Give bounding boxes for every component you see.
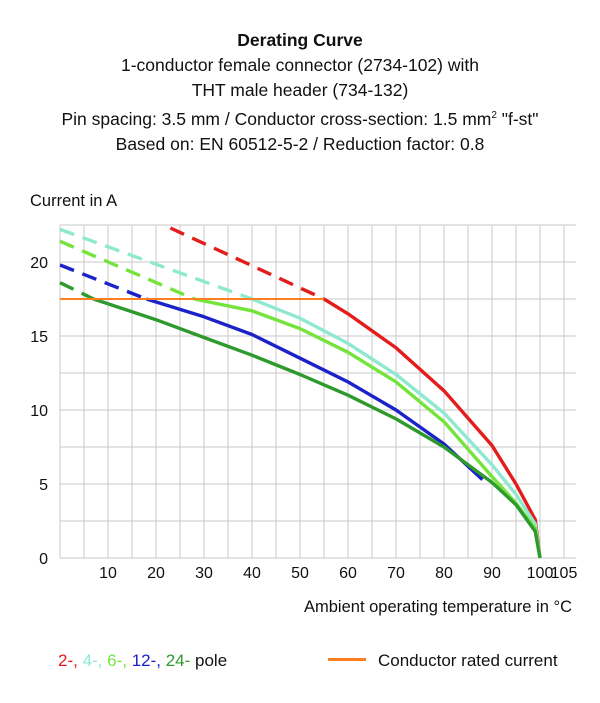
- curve-24-pole: [93, 297, 542, 559]
- superscript-2: 2: [491, 110, 497, 121]
- legend-pole-entry: pole: [190, 651, 228, 670]
- curve-6-pole: [194, 297, 542, 559]
- chart-subtitle-line-2: THT male header (734-132): [191, 80, 409, 100]
- curve-4-pole-dashed: [59, 227, 253, 301]
- y-tick-label: 10: [30, 403, 48, 420]
- curve-12-pole-dashed: [59, 263, 148, 301]
- rated-current-legend: Conductor rated current: [328, 651, 558, 671]
- curve-2-pole-dashed: [169, 226, 325, 301]
- rated-current-label: Conductor rated current: [378, 651, 558, 670]
- chart-subtitle-line-3: Pin spacing: 3.5 mm / Conductor cross-se…: [0, 103, 600, 132]
- chart-subtitle-line-1: 1-conductor female connector (2734-102) …: [121, 55, 479, 75]
- conductor-type-text: "f-st": [496, 108, 539, 129]
- chart-title-block: Derating Curve 1-conductor female connec…: [0, 28, 600, 157]
- x-tick-label: 105: [551, 565, 578, 582]
- x-tick-label: 10: [99, 565, 117, 582]
- x-tick-label: 60: [339, 565, 357, 582]
- pin-spacing-text: Pin spacing: 3.5 mm / Conductor cross-se…: [61, 108, 492, 129]
- y-tick-label: 15: [30, 329, 48, 346]
- curve-12-pole: [145, 297, 484, 481]
- x-tick-label: 20: [147, 565, 165, 582]
- curve-4-pole: [251, 297, 542, 559]
- legend-pole-entry: 4-,: [77, 651, 103, 670]
- x-tick-label: 90: [483, 565, 501, 582]
- legend-pole-entry: 12-,: [126, 651, 161, 670]
- y-tick-label: 20: [30, 255, 48, 272]
- legend-pole-entry: 2-,: [58, 651, 78, 670]
- rated-current-swatch: [328, 658, 366, 662]
- chart-subtitle-line-4: Based on: EN 60512-5-2 / Reduction facto…: [115, 133, 485, 154]
- pole-legend: 2-, 4-, 6-, 12-, 24- pole: [58, 651, 227, 671]
- x-tick-label: 40: [243, 565, 261, 582]
- x-tick-label: 30: [195, 565, 213, 582]
- x-tick-label: 50: [291, 565, 309, 582]
- y-tick-label: 5: [39, 477, 48, 494]
- curve-24-pole-dashed: [59, 281, 95, 301]
- y-axis-label: Current in A: [30, 192, 117, 210]
- legend-pole-entry: 6-,: [102, 651, 127, 670]
- x-tick-label: 70: [387, 565, 405, 582]
- x-tick-label: 80: [435, 565, 453, 582]
- x-axis-label: Ambient operating temperature in °C: [304, 598, 572, 616]
- curve-6-pole-dashed: [59, 239, 196, 301]
- chart-title: Derating Curve: [237, 30, 363, 50]
- curve-2-pole: [323, 297, 542, 559]
- x-tick-label: 100: [527, 565, 554, 582]
- chart-curves: [59, 226, 542, 559]
- y-tick-label: 0: [39, 551, 48, 568]
- legend-pole-entry: 24-: [161, 651, 191, 670]
